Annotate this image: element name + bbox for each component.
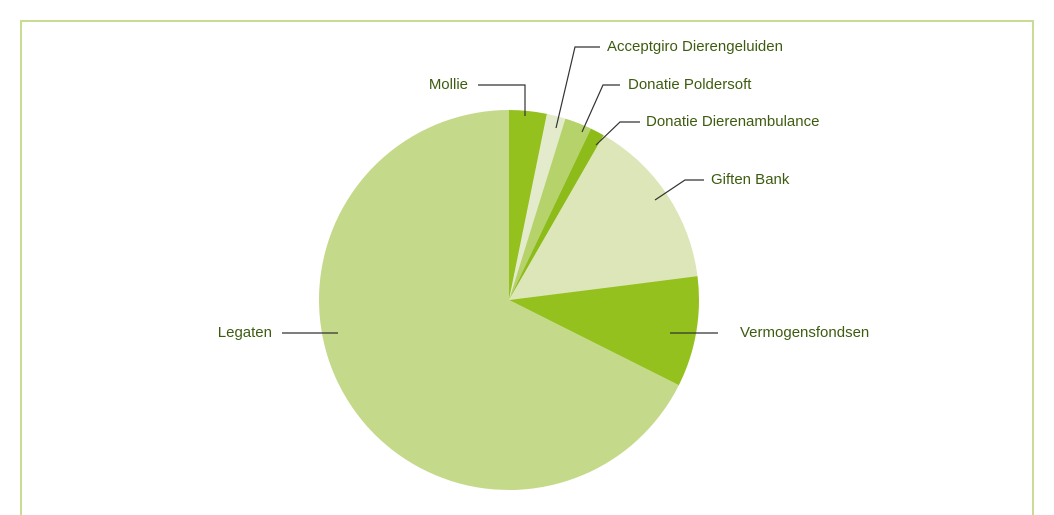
- leader-line: [595, 121, 640, 146]
- leader-line: [581, 84, 620, 133]
- pie-slice: [509, 113, 566, 300]
- pie-slice: [509, 135, 698, 300]
- slice-label: Acceptgiro Dierengeluiden: [607, 38, 783, 55]
- slice-label: Donatie Dierenambulance: [646, 113, 819, 130]
- pie-slice: [509, 276, 700, 386]
- slice-label: Legaten: [218, 324, 272, 341]
- pie-slice: [319, 110, 679, 490]
- pie-slice: [509, 118, 591, 300]
- frame: [20, 20, 1034, 515]
- leader-line: [478, 84, 526, 116]
- pie-slice: [509, 110, 547, 300]
- slice-label: Donatie Poldersoft: [628, 76, 752, 93]
- leader-line: [654, 179, 704, 201]
- leader-line: [555, 46, 600, 129]
- pie-slice: [509, 128, 604, 300]
- slice-label: Mollie: [429, 76, 468, 93]
- slice-label: Vermogensfondsen: [740, 324, 869, 341]
- slice-label: Giften Bank: [711, 171, 790, 188]
